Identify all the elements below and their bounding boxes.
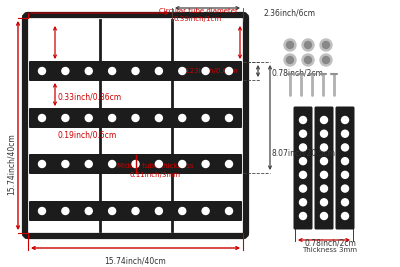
- Circle shape: [320, 171, 328, 178]
- Circle shape: [179, 68, 186, 74]
- Text: 0.78inch/2cm: 0.78inch/2cm: [304, 238, 356, 247]
- FancyBboxPatch shape: [294, 107, 312, 230]
- Circle shape: [286, 57, 294, 64]
- Circle shape: [38, 160, 46, 167]
- Circle shape: [300, 213, 306, 219]
- Text: 15.74inch/40cm: 15.74inch/40cm: [6, 133, 16, 195]
- Circle shape: [320, 213, 328, 219]
- Circle shape: [62, 160, 69, 167]
- Circle shape: [155, 160, 162, 167]
- Circle shape: [342, 144, 348, 151]
- Circle shape: [85, 68, 92, 74]
- Text: 0.23inch/0.6cm: 0.23inch/0.6cm: [183, 68, 238, 74]
- Circle shape: [155, 68, 162, 74]
- Circle shape: [179, 207, 186, 214]
- Circle shape: [300, 199, 306, 206]
- Circle shape: [179, 160, 186, 167]
- Text: 0.78inch/2cm: 0.78inch/2cm: [272, 68, 324, 77]
- Text: 0.39inch/1cm: 0.39inch/1cm: [174, 16, 222, 22]
- Circle shape: [300, 130, 306, 137]
- Text: 2.36inch/6cm: 2.36inch/6cm: [263, 8, 315, 17]
- Circle shape: [62, 115, 69, 121]
- Circle shape: [85, 160, 92, 167]
- Circle shape: [284, 54, 296, 66]
- Text: 15.74inch/40cm: 15.74inch/40cm: [104, 256, 166, 265]
- Circle shape: [62, 68, 69, 74]
- Circle shape: [342, 130, 348, 137]
- Circle shape: [179, 115, 186, 121]
- Circle shape: [302, 39, 314, 51]
- Circle shape: [342, 116, 348, 124]
- Circle shape: [342, 171, 348, 178]
- FancyBboxPatch shape: [314, 107, 334, 230]
- Text: Middle tube thickness: Middle tube thickness: [117, 163, 193, 169]
- Circle shape: [320, 144, 328, 151]
- Circle shape: [320, 185, 328, 192]
- Circle shape: [342, 158, 348, 165]
- Circle shape: [109, 68, 116, 74]
- Circle shape: [109, 160, 116, 167]
- Circle shape: [300, 185, 306, 192]
- Circle shape: [342, 185, 348, 192]
- Circle shape: [286, 41, 294, 49]
- Circle shape: [342, 199, 348, 206]
- FancyBboxPatch shape: [29, 61, 242, 81]
- Circle shape: [300, 116, 306, 124]
- FancyBboxPatch shape: [29, 108, 242, 128]
- Circle shape: [132, 68, 139, 74]
- Circle shape: [300, 171, 306, 178]
- FancyBboxPatch shape: [29, 201, 242, 221]
- Circle shape: [155, 207, 162, 214]
- Circle shape: [202, 160, 209, 167]
- Circle shape: [320, 199, 328, 206]
- Text: 0.19inch/0.5cm: 0.19inch/0.5cm: [58, 130, 117, 139]
- Circle shape: [226, 115, 232, 121]
- Circle shape: [155, 115, 162, 121]
- Circle shape: [284, 39, 296, 51]
- Circle shape: [202, 115, 209, 121]
- Circle shape: [109, 207, 116, 214]
- FancyBboxPatch shape: [29, 154, 242, 174]
- Circle shape: [132, 115, 139, 121]
- Text: 0.11inch/3mm: 0.11inch/3mm: [130, 172, 180, 178]
- Text: 8.07inch/20.5cm: 8.07inch/20.5cm: [272, 148, 336, 157]
- Circle shape: [38, 115, 46, 121]
- Circle shape: [38, 68, 46, 74]
- Circle shape: [85, 207, 92, 214]
- Circle shape: [132, 160, 139, 167]
- Circle shape: [322, 57, 330, 64]
- Circle shape: [320, 130, 328, 137]
- Circle shape: [226, 160, 232, 167]
- Circle shape: [304, 57, 312, 64]
- Circle shape: [320, 116, 328, 124]
- Text: Circular tube diameter: Circular tube diameter: [158, 8, 238, 14]
- Circle shape: [132, 207, 139, 214]
- Circle shape: [320, 54, 332, 66]
- Circle shape: [322, 41, 330, 49]
- Text: Thickness 3mm: Thickness 3mm: [302, 247, 358, 253]
- Circle shape: [342, 213, 348, 219]
- Circle shape: [62, 207, 69, 214]
- Circle shape: [320, 39, 332, 51]
- Circle shape: [85, 115, 92, 121]
- Text: 0.33inch/0.86cm: 0.33inch/0.86cm: [58, 92, 122, 101]
- Circle shape: [300, 144, 306, 151]
- Circle shape: [109, 115, 116, 121]
- Circle shape: [300, 158, 306, 165]
- Circle shape: [38, 207, 46, 214]
- Circle shape: [226, 68, 232, 74]
- Circle shape: [202, 68, 209, 74]
- Circle shape: [320, 158, 328, 165]
- Circle shape: [202, 207, 209, 214]
- Circle shape: [302, 54, 314, 66]
- Circle shape: [304, 41, 312, 49]
- FancyBboxPatch shape: [336, 107, 354, 230]
- Circle shape: [226, 207, 232, 214]
